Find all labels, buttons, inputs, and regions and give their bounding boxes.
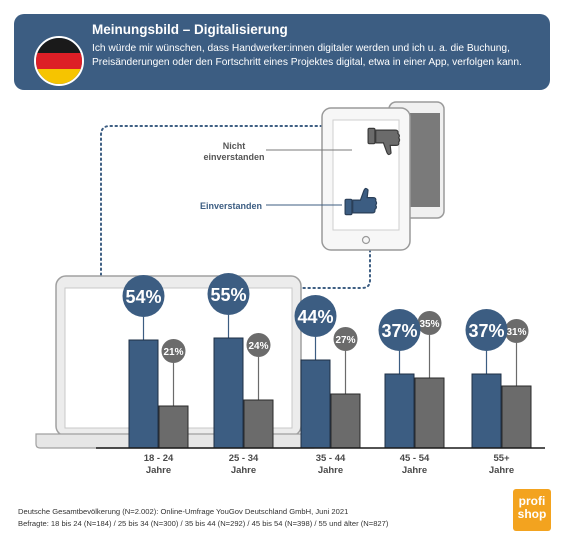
disagree-bubble: [417, 311, 442, 335]
page-title: Meinungsbild – Digitalisierung: [92, 22, 288, 37]
x-tick-label: Jahre: [489, 465, 514, 476]
footer-line-sample: Befragte: 18 bis 24 (N=184) / 25 bis 34 …: [18, 519, 389, 528]
x-tick-label: Jahre: [146, 465, 171, 476]
flag-stripe-red: [36, 53, 82, 69]
germany-flag-icon: [34, 36, 84, 86]
bar-disagree: [414, 377, 445, 449]
agree-value-label: 54%: [125, 287, 161, 307]
bar-agree: [384, 373, 415, 449]
x-tick-label: Jahre: [231, 465, 256, 476]
agree-value-label: 37%: [468, 321, 504, 341]
agree-bubble: [207, 273, 250, 315]
agree-bubble: [465, 309, 508, 351]
agree-bubble: [378, 309, 421, 351]
x-tick-label: Jahre: [318, 465, 343, 476]
agree-value-label: 37%: [381, 321, 417, 341]
x-tick-label: 35 - 44: [316, 453, 346, 464]
phone-front-icon: [321, 107, 411, 251]
legend-agree-label: Einverstanden: [200, 201, 262, 211]
agree-value-label: 44%: [297, 307, 333, 327]
footer-line-source: Deutsche Gesamtbevölkerung (N=2.002): On…: [18, 507, 349, 516]
flag-stripe-black: [36, 38, 82, 54]
dotted-connector: [100, 125, 323, 276]
agree-bubble: [294, 295, 337, 337]
x-tick-label: 25 - 34: [229, 453, 259, 464]
bar-agree: [471, 373, 502, 449]
x-tick-label: 55+: [493, 453, 510, 464]
bar-disagree: [158, 405, 189, 449]
x-tick-label: Jahre: [402, 465, 427, 476]
x-tick-label: 45 - 54: [400, 453, 430, 464]
x-tick-label: 18 - 24: [144, 453, 174, 464]
disagree-bubble: [246, 333, 271, 357]
footer-source: Deutsche Gesamtbevölkerung (N=2.002): On…: [18, 506, 388, 530]
bar-agree: [300, 359, 331, 449]
dotted-connector-phone: [299, 249, 371, 289]
flag-stripe-gold: [36, 68, 82, 84]
disagree-value-label: 27%: [335, 335, 355, 346]
logo-line-1: profi: [518, 494, 546, 508]
disagree-bubble: [161, 339, 186, 363]
bar-agree: [128, 339, 159, 449]
profishop-logo: profi shop: [513, 489, 551, 531]
disagree-bubble: [333, 327, 358, 351]
bar-disagree: [501, 385, 532, 449]
bar-disagree: [243, 399, 274, 449]
disagree-value-label: 31%: [506, 327, 526, 338]
logo-line-2: shop: [517, 507, 547, 521]
bars-layer: 21%54%24%55%27%44% 35%37% 31%37%: [122, 273, 532, 449]
bar-disagree: [330, 393, 361, 449]
header-banner: Meinungsbild – Digitalisierung Ich würde…: [14, 14, 550, 90]
survey-statement: Ich würde mir wünschen, dass Handwerker:…: [92, 43, 522, 68]
legend-disagree-label: Nicht einverstanden: [203, 141, 264, 162]
disagree-value-label: 35%: [419, 319, 439, 330]
disagree-value-label: 21%: [163, 347, 183, 358]
disagree-value-label: 24%: [248, 341, 268, 352]
bar-agree: [213, 337, 244, 449]
disagree-bubble: [504, 319, 529, 343]
agree-value-label: 55%: [210, 285, 246, 305]
agree-bubble: [122, 275, 165, 317]
